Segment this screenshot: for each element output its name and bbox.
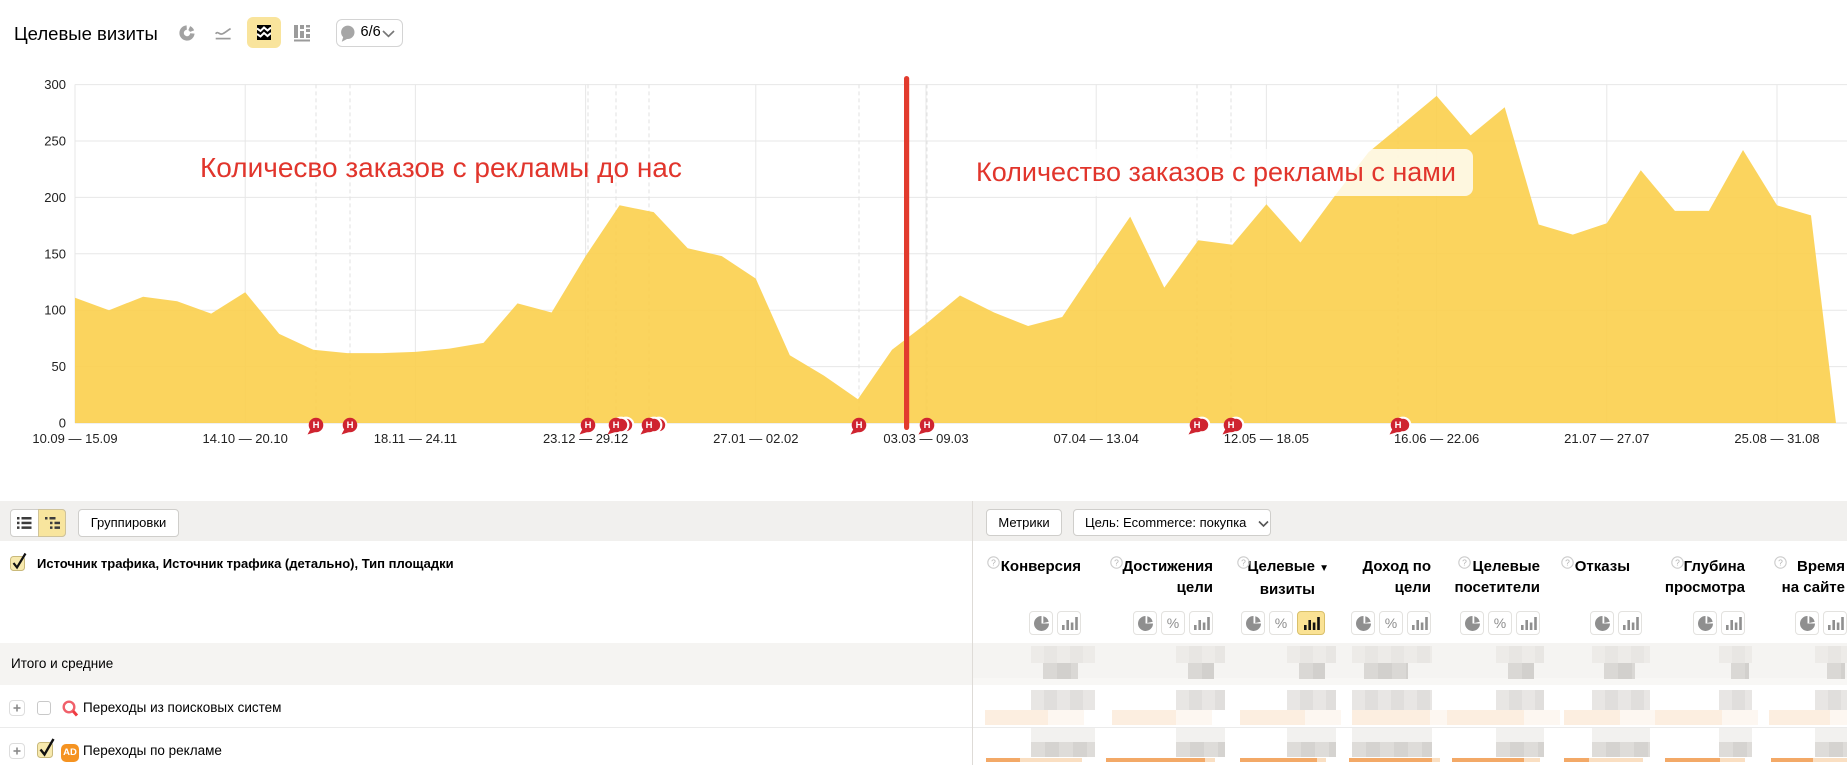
- svg-text:150: 150: [44, 246, 66, 261]
- svg-text:27.01 — 02.02: 27.01 — 02.02: [713, 431, 798, 446]
- svg-text:Н: Н: [1228, 420, 1235, 431]
- svg-text:?: ?: [1114, 558, 1119, 568]
- svg-text:12.05 — 18.05: 12.05 — 18.05: [1224, 431, 1309, 446]
- svg-text:?: ?: [1778, 558, 1783, 568]
- svg-text:Н: Н: [585, 420, 592, 431]
- svg-text:?: ?: [1241, 558, 1246, 568]
- svg-text:07.04 — 13.04: 07.04 — 13.04: [1054, 431, 1139, 446]
- svg-text:Н: Н: [856, 420, 863, 431]
- svg-text:200: 200: [44, 190, 66, 205]
- svg-text:?: ?: [1675, 558, 1680, 568]
- svg-text:16.06 — 22.06: 16.06 — 22.06: [1394, 431, 1479, 446]
- svg-text:250: 250: [44, 134, 66, 149]
- svg-text:Н: Н: [313, 420, 320, 431]
- svg-text:?: ?: [991, 558, 996, 568]
- svg-text:10.09 — 15.09: 10.09 — 15.09: [32, 431, 117, 446]
- svg-text:Н: Н: [646, 420, 653, 431]
- svg-text:14.10 — 20.10: 14.10 — 20.10: [203, 431, 288, 446]
- svg-text:?: ?: [1462, 558, 1467, 568]
- svg-text:Н: Н: [613, 420, 620, 431]
- svg-text:50: 50: [52, 359, 66, 374]
- svg-text:300: 300: [44, 77, 66, 92]
- svg-text:0: 0: [59, 416, 66, 431]
- svg-text:?: ?: [1565, 558, 1570, 568]
- svg-text:Н: Н: [347, 420, 354, 431]
- svg-text:Н: Н: [1395, 420, 1402, 431]
- svg-text:18.11 — 24.11: 18.11 — 24.11: [374, 431, 457, 446]
- svg-text:Н: Н: [924, 420, 931, 431]
- svg-text:Н: Н: [1194, 420, 1201, 431]
- svg-text:100: 100: [44, 303, 66, 318]
- svg-text:25.08 — 31.08: 25.08 — 31.08: [1734, 431, 1819, 446]
- svg-text:23.12 — 29.12: 23.12 — 29.12: [543, 431, 628, 446]
- svg-text:21.07 — 27.07: 21.07 — 27.07: [1564, 431, 1649, 446]
- svg-text:03.03 — 09.03: 03.03 — 09.03: [883, 431, 968, 446]
